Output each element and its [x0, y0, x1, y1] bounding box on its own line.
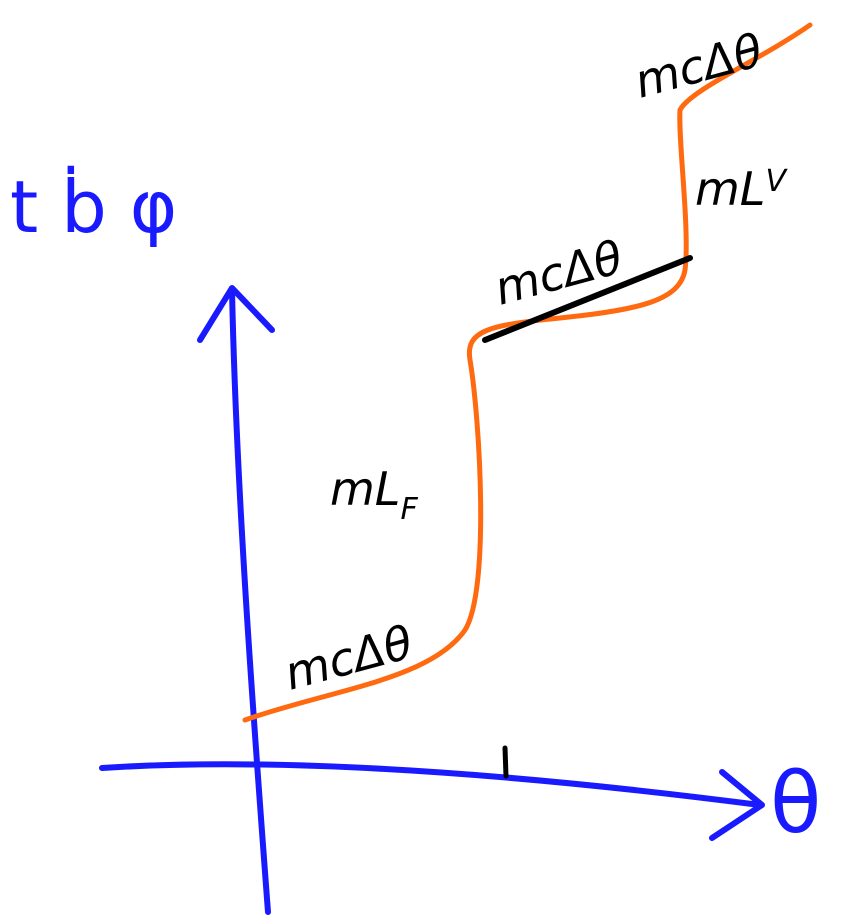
x-axis — [99, 761, 763, 808]
segment-label: mLF — [330, 462, 418, 527]
segment-label-subscript: F — [400, 492, 418, 527]
x-tick — [502, 745, 509, 779]
segment-label-subscript: V — [765, 164, 788, 199]
x-arrowhead — [709, 769, 765, 841]
tangent-line — [482, 255, 693, 343]
y-axis-label: t ḃ φ — [10, 165, 177, 249]
y-axis — [229, 287, 271, 915]
x-axis-label: θ — [770, 754, 821, 852]
segment-label-main: mL — [330, 462, 400, 516]
segment-label: mLV — [695, 162, 788, 216]
y-arrowhead — [197, 285, 275, 343]
segment-label-main: mL — [695, 162, 765, 216]
